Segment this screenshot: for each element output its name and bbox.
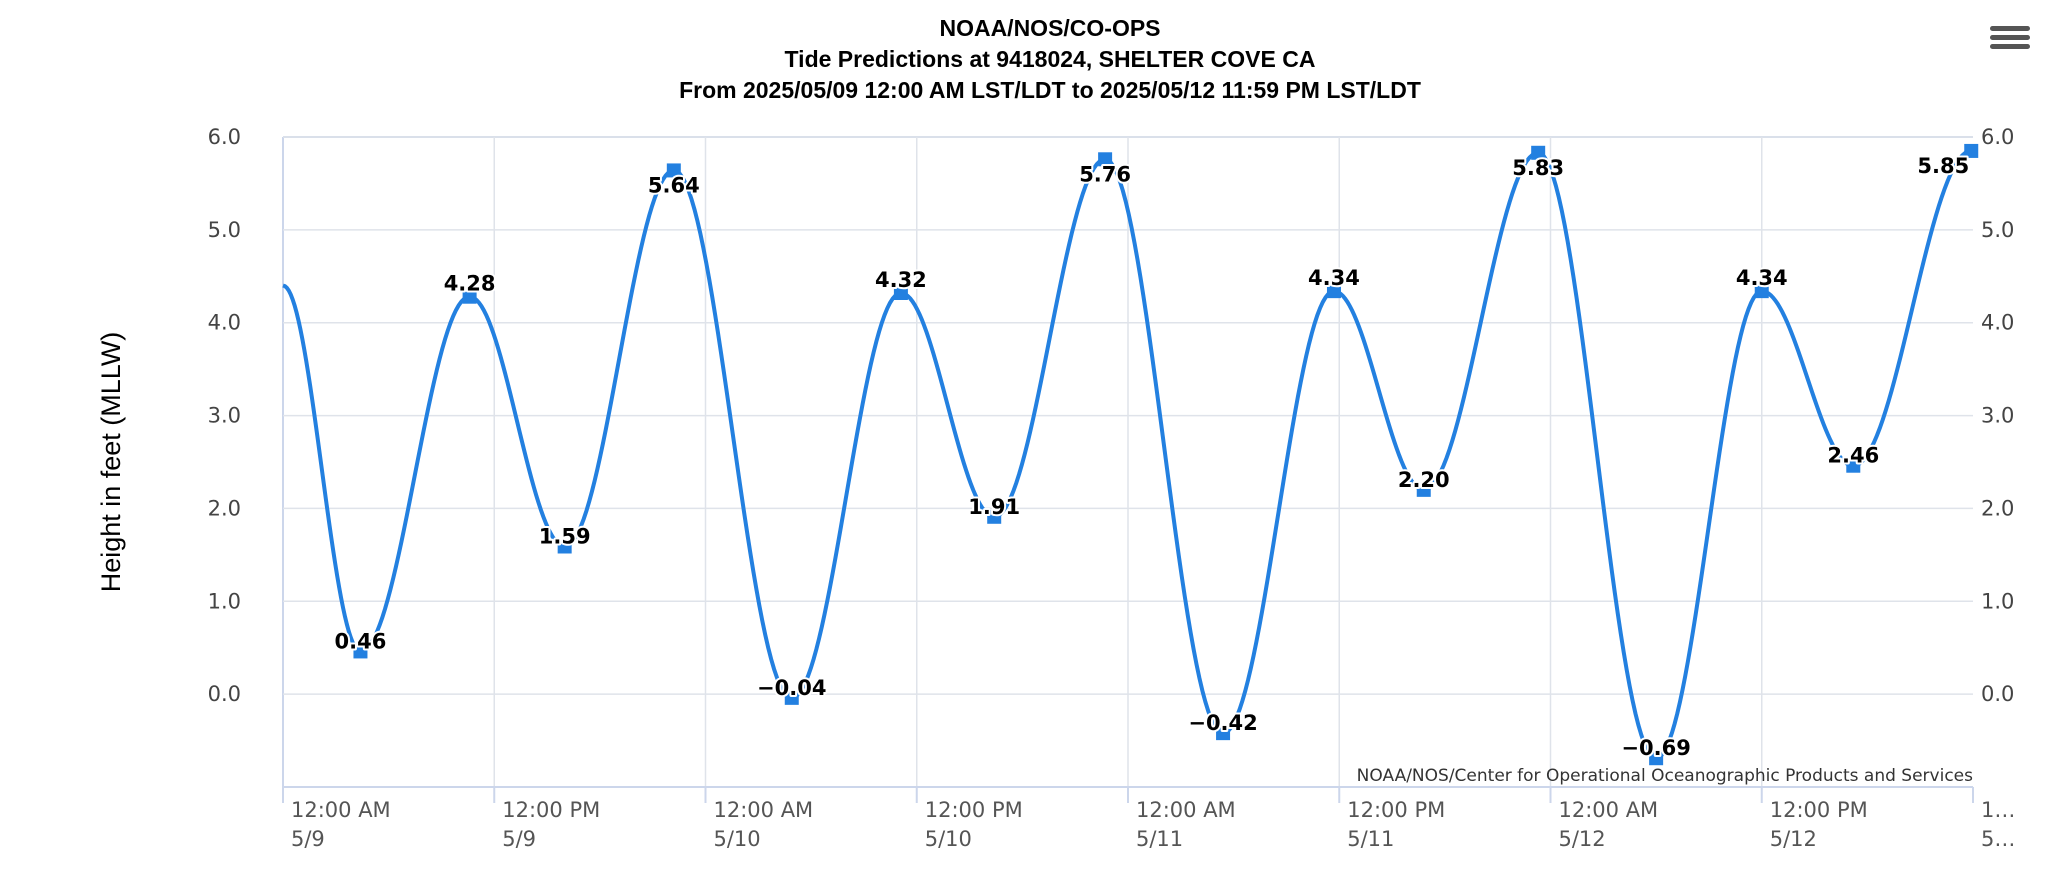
x-tick-label-date: 5/12 (1559, 827, 1606, 851)
chart-title-line-2: Tide Predictions at 9418024, SHELTER COV… (785, 46, 1316, 72)
x-tick-label-date: 5… (1981, 827, 2015, 851)
x-tick-label-time: 12:00 AM (291, 798, 391, 822)
y-tick-label-left: 5.0 (208, 218, 241, 242)
x-tick-label-date: 5/9 (502, 827, 536, 851)
chart-title-line-1: NOAA/NOS/CO-OPS (939, 15, 1160, 41)
y-tick-label-right: 2.0 (1981, 496, 2014, 520)
y-tick-label-right: 5.0 (1981, 218, 2014, 242)
data-label: 4.34 (1308, 266, 1360, 290)
x-tick-label-time: 12:00 AM (1559, 798, 1659, 822)
data-point-marker (353, 644, 368, 659)
x-tick-label-date: 5/10 (714, 827, 761, 851)
x-tick-label-date: 5/9 (291, 827, 325, 851)
data-label: 1.91 (968, 495, 1020, 519)
data-label: 2.46 (1827, 444, 1879, 468)
data-point-marker (987, 509, 1002, 524)
data-label: 5.64 (648, 173, 700, 197)
data-point-marker (1754, 284, 1769, 299)
hamburger-menu-icon[interactable] (1990, 22, 2030, 58)
y-tick-label-right: 6.0 (1981, 125, 2014, 149)
data-label: 5.83 (1512, 156, 1564, 180)
x-tick-label-time: 12:00 PM (925, 798, 1023, 822)
data-label: 5.85 (1917, 154, 1969, 178)
y-tick-label-right: 3.0 (1981, 404, 2014, 428)
menu-bar (1990, 35, 2030, 40)
data-label: −0.42 (1188, 711, 1257, 735)
data-point-marker (1098, 152, 1113, 167)
x-tick-label-time: 1… (1981, 798, 2015, 822)
chart-title-line-3: From 2025/05/09 12:00 AM LST/LDT to 2025… (679, 77, 1421, 103)
y-tick-label-right: 0.0 (1981, 682, 2014, 706)
x-tick-label-date: 5/11 (1347, 827, 1394, 851)
data-label: −0.69 (1621, 736, 1690, 760)
data-label: 0.46 (335, 629, 387, 653)
data-point-marker (1964, 143, 1979, 158)
marker-layer (353, 143, 1979, 766)
menu-bar (1990, 26, 2030, 31)
data-point-marker (557, 539, 572, 554)
y-tick-label-left: 2.0 (208, 496, 241, 520)
data-label: 4.34 (1736, 266, 1788, 290)
data-point-marker (1531, 145, 1546, 160)
data-point-marker (666, 163, 681, 178)
x-tick-label-date: 5/10 (925, 827, 972, 851)
data-point-marker (462, 289, 477, 304)
x-tick-label-time: 12:00 PM (502, 798, 600, 822)
y-tick-label-right: 1.0 (1981, 589, 2014, 613)
data-label: 4.32 (875, 268, 927, 292)
x-tick-label-time: 12:00 AM (1136, 798, 1236, 822)
x-tick-label-time: 12:00 PM (1770, 798, 1868, 822)
y-tick-label-left: 0.0 (208, 682, 241, 706)
data-label-layer: 0.46 4.28 1.59 5.64 −0.04 4.32 1.91 5.76 −0.42 4.… (333, 152, 1972, 762)
x-tick-label-date: 5/12 (1770, 827, 1817, 851)
y-axis-title: Height in feet (MLLW) (96, 332, 126, 593)
x-tick-label-time: 12:00 AM (714, 798, 814, 822)
data-label: 4.28 (444, 272, 496, 296)
data-point-marker (1326, 284, 1341, 299)
grid-layer (282, 136, 1973, 787)
data-point-marker (1216, 726, 1231, 741)
menu-bar (1990, 44, 2030, 49)
data-label: 2.20 (1398, 468, 1450, 492)
y-tick-label-left: 3.0 (208, 404, 241, 428)
data-label: −0.04 (757, 676, 826, 700)
data-point-marker (893, 286, 908, 300)
data-label: 1.59 (539, 525, 591, 549)
x-tick-label-time: 12:00 PM (1347, 798, 1445, 822)
data-point-marker (784, 690, 799, 705)
y-tick-label-left: 4.0 (208, 311, 241, 335)
x-tick-label-date: 5/11 (1136, 827, 1183, 851)
data-label: 5.76 (1079, 162, 1131, 186)
axis-layer: 6.0 6.0 5.0 5.0 4.0 4.0 3.0 3.0 2.0 2.0 1.0 1.0 0.0 0… (208, 125, 2016, 851)
y-tick-label-left: 6.0 (208, 125, 241, 149)
data-point-marker (1649, 751, 1664, 766)
y-tick-label-left: 1.0 (208, 589, 241, 613)
data-point-marker (1416, 482, 1431, 497)
data-point-marker (1846, 458, 1861, 473)
tide-series-line (282, 148, 1972, 761)
y-tick-label-right: 4.0 (1981, 311, 2014, 335)
credit-text: NOAA/NOS/Center for Operational Oceanogr… (1357, 766, 1973, 786)
